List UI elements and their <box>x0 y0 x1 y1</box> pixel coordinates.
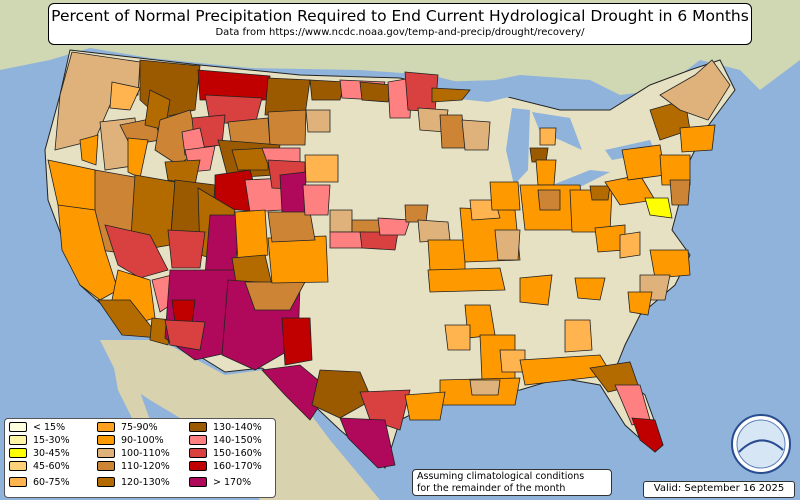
assumption-note: Assuming climatological conditions for t… <box>412 469 612 496</box>
legend-item: 120-130% <box>97 476 170 489</box>
legend-item: 110-120% <box>97 460 170 473</box>
legend-swatch <box>189 460 207 471</box>
legend-swatch <box>97 434 115 445</box>
great-lakes <box>430 80 655 192</box>
legend-swatch <box>189 421 207 432</box>
legend-swatch <box>97 447 115 458</box>
map-title: Percent of Normal Precipitation Required… <box>51 7 749 25</box>
legend-swatch <box>189 476 207 487</box>
note-line-2: for the remainder of the month <box>417 483 566 494</box>
legend-swatch <box>9 460 27 471</box>
legend-item: 160-170% <box>189 460 262 473</box>
valid-date: Valid: September 16 2025 <box>643 481 795 498</box>
legend-swatch <box>9 421 27 432</box>
legend-swatch <box>97 421 115 432</box>
legend-swatch <box>189 447 207 458</box>
map-subtitle: Data from https://www.ncdc.noaa.gov/temp… <box>215 27 585 38</box>
legend-item: 30-45% <box>9 447 70 460</box>
legend-swatch <box>189 434 207 445</box>
drought-regions <box>47 51 731 469</box>
legend-item: 60-75% <box>9 476 70 489</box>
legend-swatch <box>97 476 115 487</box>
legend-item: 150-160% <box>189 447 262 460</box>
legend-swatch <box>97 460 115 471</box>
legend-item: 75-90% <box>97 421 158 434</box>
legend-item: < 15% <box>9 421 65 434</box>
legend-item: > 170% <box>189 476 251 489</box>
title-box: Percent of Normal Precipitation Required… <box>48 3 752 45</box>
nexlab-logo <box>731 414 791 474</box>
legend-swatch <box>9 447 27 458</box>
legend-swatch <box>9 434 27 445</box>
legend-item: 90-100% <box>97 434 164 447</box>
legend-item: 140-150% <box>189 434 262 447</box>
legend: < 15% 15-30% 30-45% 45-60% 60-75% 75-90%… <box>4 418 276 498</box>
legend-item: 15-30% <box>9 434 70 447</box>
legend-swatch <box>9 476 27 487</box>
legend-item: 130-140% <box>189 421 262 434</box>
legend-item: 100-110% <box>97 447 170 460</box>
legend-item: 45-60% <box>9 460 70 473</box>
note-line-1: Assuming climatological conditions <box>417 471 585 482</box>
